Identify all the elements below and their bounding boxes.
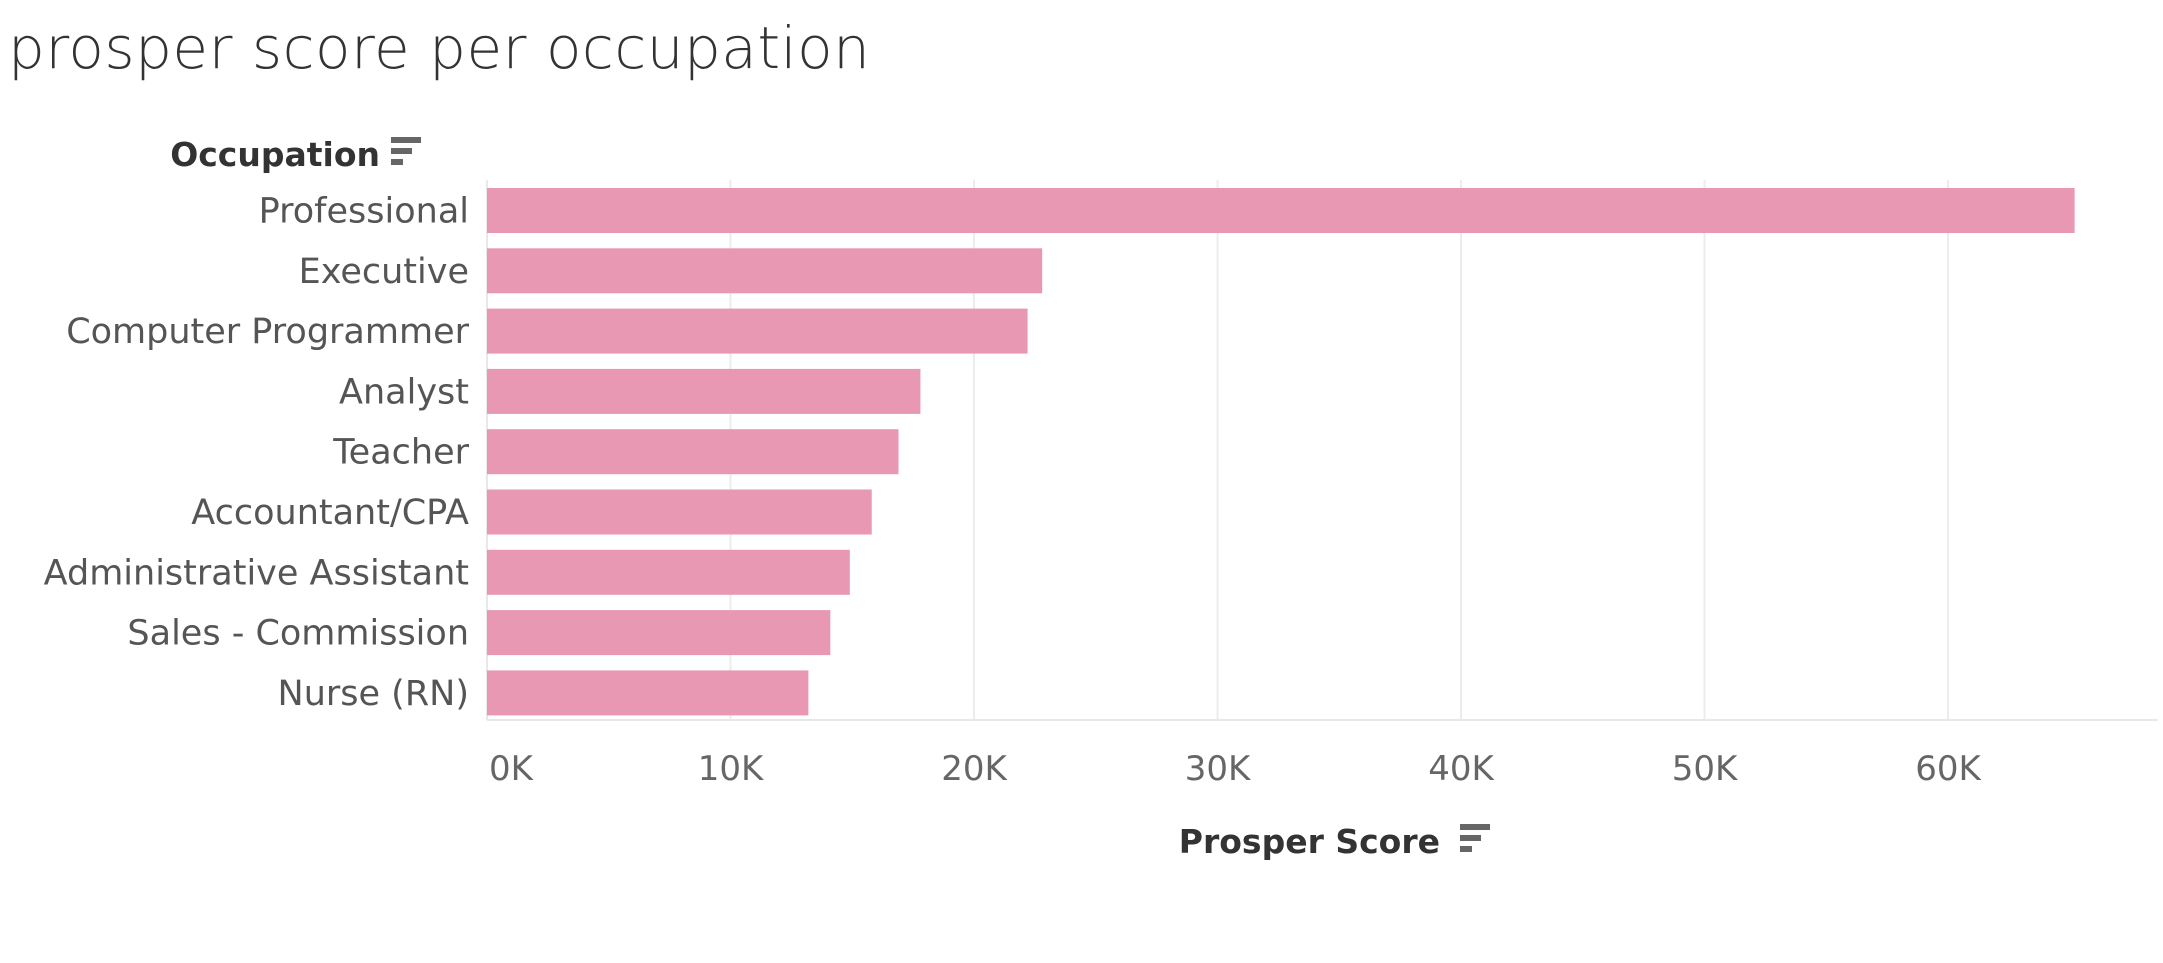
bar[interactable] [487, 368, 921, 414]
sort-icon-bar [391, 137, 421, 143]
bar[interactable] [487, 610, 831, 656]
x-tick-label: 50K [1672, 749, 1739, 789]
category-label: Professional [259, 192, 469, 232]
sort-icon-bar [391, 159, 403, 165]
category-label: Sales - Commission [127, 614, 469, 654]
y-axis-sort-icon[interactable] [391, 137, 421, 165]
category-label: Accountant/CPA [191, 493, 469, 533]
category-label: Administrative Assistant [44, 553, 469, 593]
x-axis-sort-icon[interactable] [1460, 824, 1490, 852]
x-tick-label: 40K [1428, 749, 1495, 789]
x-tick-label: 20K [941, 749, 1008, 789]
category-label: Nurse (RN) [278, 674, 469, 714]
bar[interactable] [487, 429, 899, 475]
bar[interactable] [487, 670, 809, 716]
bar[interactable] [487, 308, 1028, 354]
x-tick-label: 30K [1185, 749, 1252, 789]
bar[interactable] [487, 549, 850, 595]
x-tick-labels: 0K 10K 20K 30K 40K 50K 60K [489, 749, 1982, 789]
bar[interactable] [487, 248, 1043, 294]
chart-title: prosper score per occupation [8, 14, 871, 82]
sort-icon-bar [1460, 846, 1472, 852]
bars [487, 188, 2075, 716]
category-label: Analyst [339, 372, 469, 412]
x-axis-title[interactable]: Prosper Score [1179, 822, 1440, 861]
category-label: Computer Programmer [66, 312, 469, 352]
y-axis-title[interactable]: Occupation [170, 135, 380, 174]
bar[interactable] [487, 188, 2075, 233]
category-label: Executive [299, 252, 469, 292]
x-tick-label: 10K [698, 749, 765, 789]
category-label: Teacher [332, 433, 469, 473]
x-tick-label: 0K [489, 749, 535, 789]
bar[interactable] [487, 489, 872, 535]
sort-icon-bar [391, 148, 412, 154]
sort-icon-bar [1460, 824, 1490, 830]
category-labels: Professional Executive Computer Programmer… [44, 192, 470, 714]
x-tick-label: 60K [1915, 749, 1982, 789]
sort-icon-bar [1460, 835, 1481, 841]
